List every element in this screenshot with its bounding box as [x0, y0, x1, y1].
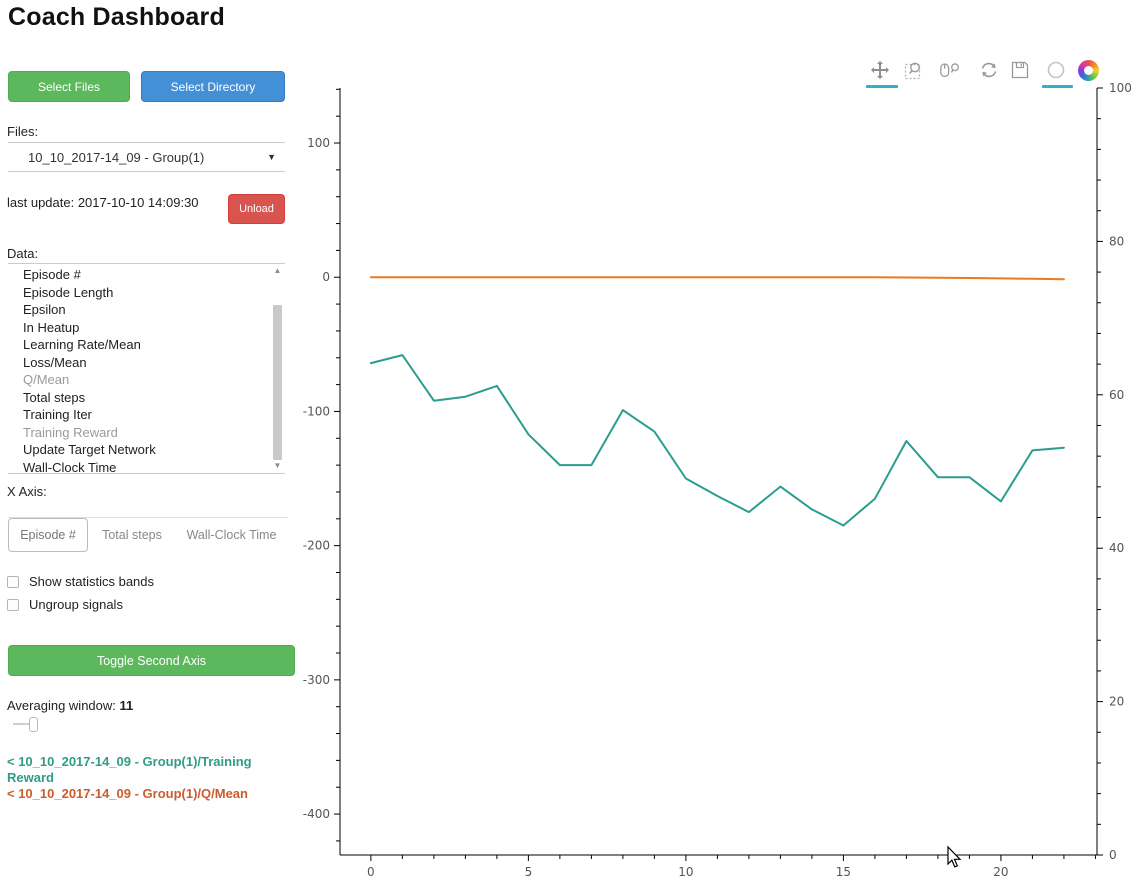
data-item-update-target-network[interactable]: Update Target Network: [23, 442, 156, 457]
svg-text:60: 60: [1109, 388, 1124, 402]
toggle-second-axis-button[interactable]: Toggle Second Axis: [8, 645, 295, 676]
hover-icon[interactable]: [1045, 59, 1067, 81]
svg-text:0: 0: [1109, 848, 1117, 862]
series-line-1: [369, 276, 1065, 281]
show-bands-row: Show statistics bands: [7, 574, 154, 589]
averaging-window-label: Averaging window: 11: [7, 698, 134, 713]
scroll-up-icon[interactable]: ▲: [273, 266, 282, 275]
series-line-0: [369, 354, 1065, 527]
data-item-in-heatup[interactable]: In Heatup: [23, 319, 80, 335]
svg-text:20: 20: [1109, 695, 1124, 709]
data-item-learning-rate[interactable]: Learning Rate/Mean: [23, 337, 141, 352]
svg-text:5: 5: [525, 865, 533, 879]
svg-text:-400: -400: [303, 807, 330, 821]
last-update-text: last update: 2017-10-10 14:09:30: [7, 195, 199, 210]
files-select-value: 10_10_2017-14_09 - Group(1): [28, 149, 205, 165]
show-bands-checkbox[interactable]: [7, 575, 19, 588]
data-item-training-iter[interactable]: Training Iter: [23, 407, 92, 422]
averaging-slider-handle[interactable]: [29, 717, 38, 732]
data-item-q-mean[interactable]: Q/Mean: [23, 372, 70, 387]
svg-text:80: 80: [1109, 234, 1124, 248]
files-label: Files:: [7, 124, 39, 139]
data-item-episode-num[interactable]: Episode #: [23, 267, 81, 282]
ungroup-row: Ungroup signals: [7, 597, 123, 612]
wheel-zoom-icon[interactable]: [939, 59, 961, 81]
unload-button[interactable]: Unload: [228, 194, 285, 224]
plot-canvas[interactable]: 100 0 -100 -200 -300 -400 0 20 40 60 80 100 0 5 10 15 20: [300, 50, 1142, 881]
ungroup-checkbox[interactable]: [7, 598, 19, 611]
plot-axes: 100 0 -100 -200 -300 -400 0 20 40 60 80 100 0 5 10 15 20: [303, 81, 1132, 879]
svg-text:0: 0: [322, 270, 330, 284]
ungroup-label: Ungroup signals: [29, 597, 123, 612]
save-icon[interactable]: [1009, 59, 1031, 81]
data-item-epsilon[interactable]: Epsilon: [23, 302, 66, 317]
box-zoom-icon[interactable]: [903, 59, 925, 81]
x-axis-radio-group: Episode # Total steps Wall-Clock Time: [8, 517, 288, 552]
svg-text:20: 20: [993, 865, 1008, 879]
data-listbox[interactable]: Episode # Episode Length Epsilon In Heat…: [8, 263, 285, 474]
data-list-scrollbar[interactable]: ▲ ▼: [272, 265, 283, 472]
page-title: Coach Dashboard: [8, 3, 225, 31]
data-item-episode-length[interactable]: Episode Length: [23, 284, 114, 300]
scrollbar-thumb[interactable]: [273, 305, 282, 460]
select-files-button[interactable]: Select Files: [8, 71, 130, 102]
hover-active-underline: [1042, 85, 1073, 88]
pan-icon[interactable]: [869, 59, 891, 81]
x-axis-option-total-steps[interactable]: Total steps: [102, 528, 162, 542]
data-item-wall-clock-time[interactable]: Wall-Clock Time: [23, 459, 117, 474]
x-axis-option-episode[interactable]: Episode #: [8, 518, 88, 552]
data-item-training-reward[interactable]: Training Reward: [23, 424, 118, 440]
show-bands-label: Show statistics bands: [29, 574, 155, 589]
svg-text:15: 15: [836, 865, 851, 879]
svg-text:0: 0: [367, 865, 375, 879]
files-select[interactable]: 10_10_2017-14_09 - Group(1) ▼: [8, 142, 285, 172]
averaging-slider-track[interactable]: [13, 723, 30, 725]
pan-active-underline: [866, 85, 898, 88]
chevron-down-icon: ▼: [267, 152, 276, 162]
svg-text:-200: -200: [303, 539, 330, 553]
x-axis-option-wall-clock[interactable]: Wall-Clock Time: [186, 528, 277, 542]
mouse-cursor: [947, 845, 962, 868]
svg-text:40: 40: [1109, 541, 1124, 555]
bokeh-logo[interactable]: [1078, 60, 1099, 81]
averaging-window-value: 11: [119, 698, 134, 713]
data-label: Data:: [7, 246, 39, 261]
reset-icon[interactable]: [978, 59, 1000, 81]
select-directory-button[interactable]: Select Directory: [141, 71, 285, 102]
svg-text:10: 10: [678, 865, 693, 879]
legend-item-q-mean[interactable]: < 10_10_2017-14_09 - Group(1)/Q/Mean: [7, 786, 248, 801]
data-item-total-steps[interactable]: Total steps: [23, 389, 86, 405]
svg-text:100: 100: [1109, 81, 1132, 95]
legend-item-training-reward[interactable]: < 10_10_2017-14_09 - Group(1)/Training R…: [7, 754, 252, 785]
svg-text:100: 100: [307, 136, 330, 150]
x-axis-label: X Axis:: [7, 484, 47, 499]
scroll-down-icon[interactable]: ▼: [273, 461, 282, 470]
svg-text:-300: -300: [303, 673, 330, 687]
svg-text:-100: -100: [303, 404, 330, 418]
data-item-loss-mean[interactable]: Loss/Mean: [23, 354, 87, 370]
plot-legend: < 10_10_2017-14_09 - Group(1)/Training R…: [7, 754, 289, 802]
